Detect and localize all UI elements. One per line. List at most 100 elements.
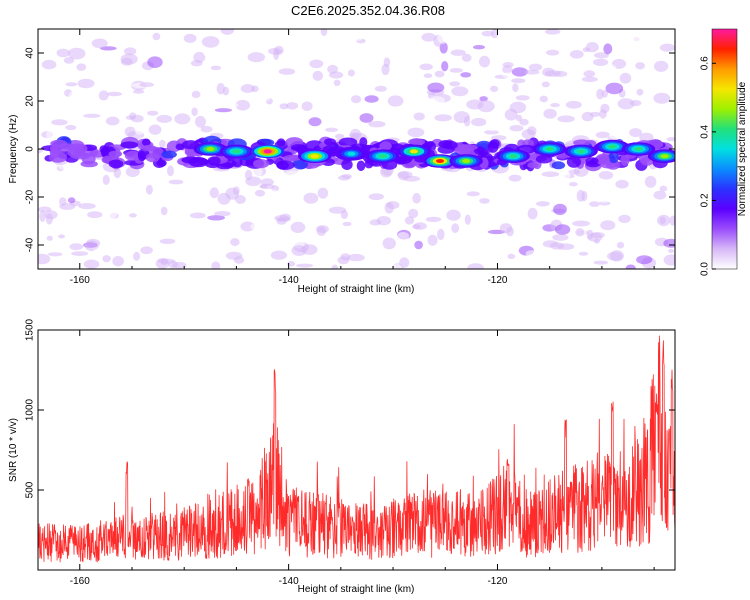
- heatmap-speckle: [104, 218, 111, 225]
- heatmap-speckle: [461, 53, 472, 62]
- band-cell: [81, 153, 96, 165]
- heatmap-speckle: [669, 215, 675, 226]
- heatmap-speckle: [616, 241, 625, 249]
- heatmap-speckle: [291, 245, 307, 256]
- heatmap-speckle: [250, 223, 267, 231]
- colorbar-tick-label: 0.4: [700, 124, 711, 138]
- heatmap-speckle: [45, 213, 53, 225]
- heatmap-speckle: [291, 29, 308, 37]
- heatmap-speckle: [404, 216, 415, 225]
- band-cell: [253, 159, 270, 169]
- heatmap-speckle: [527, 126, 537, 136]
- heatmap-speckle: [341, 174, 352, 179]
- heatmap-speckle: [148, 124, 162, 135]
- x-tick-label: -160: [70, 275, 90, 286]
- band-cell: [276, 160, 295, 170]
- heatmap-speckle: [502, 62, 514, 68]
- y-tick-label: 1500: [25, 318, 36, 341]
- heatmap-speckle: [289, 50, 299, 57]
- band-cell: [585, 157, 599, 165]
- heatmap-speckle: [630, 170, 643, 178]
- heatmap-speckle: [546, 49, 560, 56]
- band-cell: [124, 150, 141, 161]
- heatmap-speckle: [327, 64, 338, 74]
- x-tick-label: -120: [487, 576, 507, 587]
- heatmap-speckle: [245, 176, 262, 187]
- heatmap-speckle: [473, 45, 485, 50]
- heatmap-speckle: [412, 192, 421, 204]
- heatmap-speckle: [156, 114, 173, 123]
- heatmap-speckle: [353, 34, 363, 41]
- heatmap-speckle: [502, 72, 514, 78]
- heatmap-speckle: [217, 192, 231, 205]
- heatmap-speckle: [210, 65, 222, 71]
- heatmap-speckle: [123, 47, 137, 56]
- heatmap-speckle: [119, 236, 129, 246]
- heatmap-speckle: [46, 235, 53, 241]
- heatmap-speckle: [515, 114, 523, 122]
- heatmap-speckle: [408, 208, 419, 219]
- heatmap-speckle: [286, 102, 299, 110]
- heatmap-speckle: [107, 91, 122, 97]
- heatmap-speckle: [536, 201, 550, 207]
- spectrogram-axes: -160 -140 -120 -40 -20 0 20 40: [25, 29, 675, 286]
- heatmap-speckle: [279, 103, 289, 110]
- band-hotspot: [263, 149, 272, 154]
- heatmap-speckle: [479, 96, 488, 102]
- band-cell: [341, 159, 353, 171]
- heatmap-speckle: [65, 124, 77, 131]
- heatmap-speckle: [450, 241, 467, 248]
- heatmap-speckle: [640, 204, 655, 216]
- heatmap-speckle: [666, 137, 675, 142]
- y-tick-label: -20: [25, 189, 36, 204]
- heatmap-speckle: [589, 201, 600, 207]
- heatmap-speckle: [571, 40, 587, 50]
- heatmap-speckle: [598, 170, 614, 180]
- heatmap-speckle: [624, 36, 642, 44]
- band-cell: [141, 144, 157, 152]
- heatmap-speckle: [511, 78, 526, 84]
- heatmap-speckle: [490, 29, 499, 39]
- heatmap-speckle: [581, 76, 598, 83]
- heatmap-speckle: [193, 51, 206, 63]
- heatmap-speckle: [636, 88, 644, 96]
- heatmap-speckle: [209, 187, 219, 199]
- heatmap-speckle: [59, 197, 67, 206]
- heatmap-speckle: [81, 223, 93, 234]
- heatmap-speckle: [630, 100, 642, 107]
- heatmap-speckle: [102, 174, 110, 185]
- heatmap-speckle: [191, 90, 201, 98]
- heatmap-speckle: [230, 238, 240, 247]
- heatmap-speckle: [583, 70, 596, 78]
- heatmap-speckle: [590, 232, 605, 239]
- heatmap-speckle: [296, 263, 314, 268]
- heatmap-speckle: [569, 50, 584, 59]
- snr-series-line: [38, 335, 675, 563]
- heatmap-speckle: [76, 63, 87, 71]
- heatmap-speckle: [290, 221, 306, 233]
- heatmap-speckle: [437, 228, 445, 241]
- heatmap-speckle: [147, 56, 163, 68]
- heatmap-speckle: [407, 127, 425, 138]
- heatmap-speckle: [387, 95, 404, 107]
- heatmap-speckle: [138, 222, 147, 235]
- heatmap-speckle: [78, 168, 97, 175]
- heatmap-speckle: [483, 186, 500, 196]
- heatmap-speckle: [83, 259, 100, 269]
- heatmap-speckle: [414, 240, 423, 250]
- heatmap-speckle: [509, 101, 527, 114]
- heatmap-speckle: [38, 43, 46, 53]
- heatmap-speckle: [159, 238, 176, 244]
- heatmap-speckle: [663, 254, 675, 266]
- heatmap-speckle: [557, 115, 575, 123]
- heatmap-speckle: [278, 68, 296, 75]
- heatmap-speckle: [152, 32, 161, 41]
- heatmap-speckle: [140, 246, 153, 255]
- heatmap-speckle: [492, 43, 501, 55]
- heatmap-speckle: [76, 258, 85, 268]
- band-cell: [48, 152, 68, 163]
- heatmap-speckle: [184, 233, 201, 239]
- heatmap-speckle: [87, 211, 103, 219]
- heatmap-speckle: [183, 33, 197, 44]
- heatmap-speckle: [484, 129, 499, 135]
